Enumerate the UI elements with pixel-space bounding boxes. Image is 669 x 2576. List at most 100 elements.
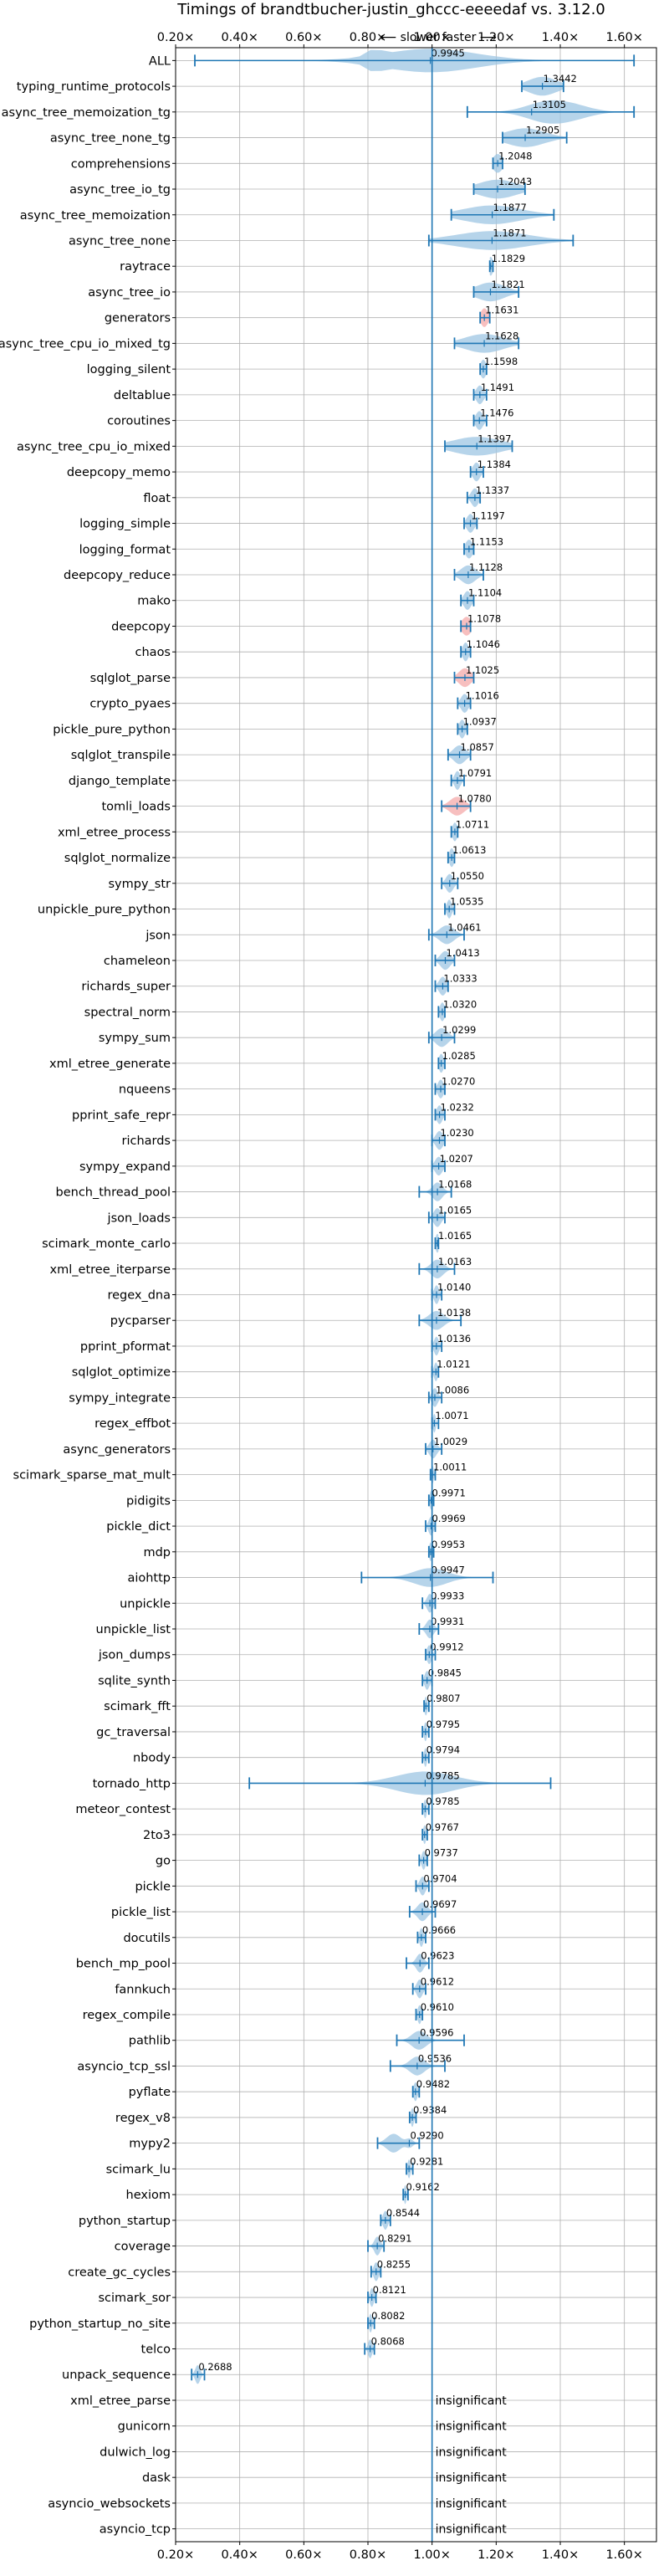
benchmark-row-richards-super: richards_super 1.0333 [81,973,477,996]
benchmark-row-sqlglot-normalize: sqlglot_normalize 1.0613 [64,844,487,867]
value-label-async-tree-io-tg: 1.2043 [498,176,532,187]
benchmark-row-tomli-loads: tomli_loads 1.0780 [101,793,491,816]
row-label-xml-etree-process: xml_etree_process [58,826,171,839]
value-label-django-template: 1.0791 [458,767,492,779]
row-label-generators: generators [105,312,171,325]
row-label-asyncio-tcp-ssl: asyncio_tcp_ssl [77,2060,171,2073]
benchmark-row-pycparser: pycparser1.0138 [110,1307,471,1329]
value-label-pprint-pformat: 1.0136 [437,1333,471,1344]
value-label-pidigits: 0.9971 [432,1487,466,1498]
benchmark-row-tornado-http: tornado_http0.9785 [93,1769,551,1795]
xtick-label-top-4: 1.00× [413,31,450,44]
row-label-aiohttp: aiohttp [127,1572,171,1585]
row-label-richards-super: richards_super [81,981,171,994]
insignificant-label-dask: insignificant [436,2471,508,2485]
benchmark-row-crypto-pyaes: crypto_pyaes1.1016 [89,690,499,713]
row-label-go: go [156,1855,171,1868]
benchmark-row-regex-dna: regex_dna 1.0140 [107,1282,471,1304]
xtick-label-top-3: 0.80× [350,31,386,44]
row-label-deepcopy-reduce: deepcopy_reduce [64,569,171,582]
value-label-scimark-monte-carlo: 1.0165 [438,1230,472,1242]
benchmark-row-async-tree-memoization-tg: async_tree_memoization_tg1.3105 [2,99,635,124]
row-label-sqlglot-normalize: sqlglot_normalize [64,852,171,865]
value-label-typing-runtime-protocols: 1.3442 [544,73,577,85]
benchmark-row-sympy-integrate: sympy_integrate 1.0086 [69,1384,469,1406]
row-label-json: json [145,929,171,942]
xtick-label-top-7: 1.60× [605,31,642,44]
value-label-unpickle-pure-python: 1.0535 [450,896,483,908]
chart-title: Timings of brandtbucher-justin_ghccc-eee… [176,1,605,18]
row-label-regex-dna: regex_dna [107,1289,171,1303]
row-label-sqlglot-parse: sqlglot_parse [90,672,171,685]
insignificant-label-asyncio-websockets: insignificant [436,2497,508,2511]
value-label-json-loads: 1.0165 [438,1204,472,1216]
benchmark-row-unpack-sequence: unpack_sequence0.2688 [62,2361,232,2384]
row-label-coverage: coverage [115,2241,171,2254]
row-label-2to3: 2to3 [143,1829,171,1842]
row-label-sympy-str: sympy_str [109,878,171,891]
benchmark-row-nqueens: nqueens1.0270 [119,1076,475,1099]
value-label-logging-silent: 1.1598 [484,356,518,367]
row-label-create-gc-cycles: create_gc_cycles [68,2266,171,2279]
benchmark-row-hexiom: hexiom 0.9162 [126,2181,440,2204]
value-label-xml-etree-process: 1.0711 [456,818,489,830]
row-label-pickle-list: pickle_list [111,1906,171,1919]
benchmark-row-pidigits: pidigits 0.9971 [126,1487,466,1509]
row-label-dask: dask [142,2471,171,2485]
benchmark-row-bench-thread-pool: bench_thread_pool1.0168 [56,1179,472,1201]
value-label-docutils: 0.9666 [422,1924,456,1936]
value-label-raytrace: 1.1829 [492,253,525,264]
value-label-sqlglot-optimize: 1.0121 [437,1359,470,1370]
benchmark-row-fannkuch: fannkuch0.9612 [115,1975,454,1998]
benchmark-row-telco: telco0.8068 [141,2336,405,2358]
value-label-richards-super: 1.0333 [443,973,477,985]
benchmark-row-pyflate: pyflate 0.9482 [129,2078,450,2101]
value-label-regex-effbot: 1.0071 [435,1410,468,1421]
benchmark-row-xml-etree-iterparse: xml_etree_iterparse1.0163 [50,1256,472,1278]
value-label-mypy2: 0.9290 [410,2130,443,2142]
row-label-regex-v8: regex_v8 [115,2112,171,2125]
benchmark-row-coroutines: coroutines 1.1476 [107,407,513,430]
xtick-label-bottom-7: 1.60× [605,2548,642,2562]
benchmark-row-async-tree-cpu-io-mixed-tg: async_tree_cpu_io_mixed_tg1.1628 [0,330,518,352]
benchmark-row-richards: richards1.0230 [121,1127,473,1150]
value-label-regex-v8: 0.9384 [413,2104,447,2116]
benchmark-row-deepcopy-memo: deepcopy_memo1.1384 [67,458,511,481]
benchmark-row-scimark-monte-carlo: scimark_monte_carlo 1.0165 [42,1230,472,1252]
xtick-label-top-6: 1.40× [542,31,579,44]
benchmark-row-logging-simple: logging_simple1.1197 [79,510,505,533]
benchmark-row-sqlglot-parse: sqlglot_parse 1.1025 [90,664,500,687]
value-label-float: 1.1337 [476,484,509,496]
grid-lines [176,48,656,2542]
row-label-python-startup-no-site: python_startup_no_site [29,2317,171,2331]
value-label-json-dumps: 0.9912 [430,1641,463,1653]
benchmark-row-bench-mp-pool: bench_mp_pool 0.9623 [76,1950,455,1973]
row-label-async-tree-cpu-io-mixed: async_tree_cpu_io_mixed [17,440,171,453]
row-label-gc-traversal: gc_traversal [96,1726,171,1739]
benchmark-row-asyncio-tcp: asyncio_tcp insignificant [100,2523,507,2537]
benchmark-row-async-tree-io: async_tree_io1.1821 [88,279,524,301]
value-label-sympy-integrate: 1.0086 [436,1384,469,1396]
value-label-sympy-expand: 1.0207 [440,1153,473,1165]
benchmark-row-spectral-norm: spectral_norm1.0320 [84,998,477,1021]
row-label-pickle: pickle [135,1880,171,1893]
benchmark-row-pickle-dict: pickle_dict0.9969 [106,1513,465,1535]
row-label-async-generators: async_generators [63,1443,171,1457]
row-label-mako: mako [137,595,171,608]
row-label-docutils: docutils [123,1932,171,1945]
value-label-coroutines: 1.1476 [480,407,513,419]
row-label-nbody: nbody [133,1752,171,1765]
insignificant-label-gunicorn: insignificant [436,2420,508,2434]
row-label-bench-thread-pool: bench_thread_pool [56,1186,171,1200]
row-label-pickle-dict: pickle_dict [106,1520,171,1534]
benchmark-row-async-generators: async_generators1.0029 [63,1436,467,1458]
value-label-pickle-list: 0.9697 [423,1898,457,1910]
benchmark-row-unpickle-pure-python: unpickle_pure_python 1.0535 [38,896,484,919]
benchmark-row-unpickle: unpickle0.9933 [120,1590,464,1612]
value-label-coverage: 0.8291 [378,2233,411,2245]
value-label-pickle-pure-python: 1.0937 [463,715,497,727]
value-label-sqlglot-parse: 1.1025 [466,664,499,676]
value-label-sqlglot-normalize: 1.0613 [452,844,486,856]
insignificant-label-dulwich-log: insignificant [436,2445,508,2459]
row-label-meteor-contest: meteor_contest [75,1803,171,1816]
